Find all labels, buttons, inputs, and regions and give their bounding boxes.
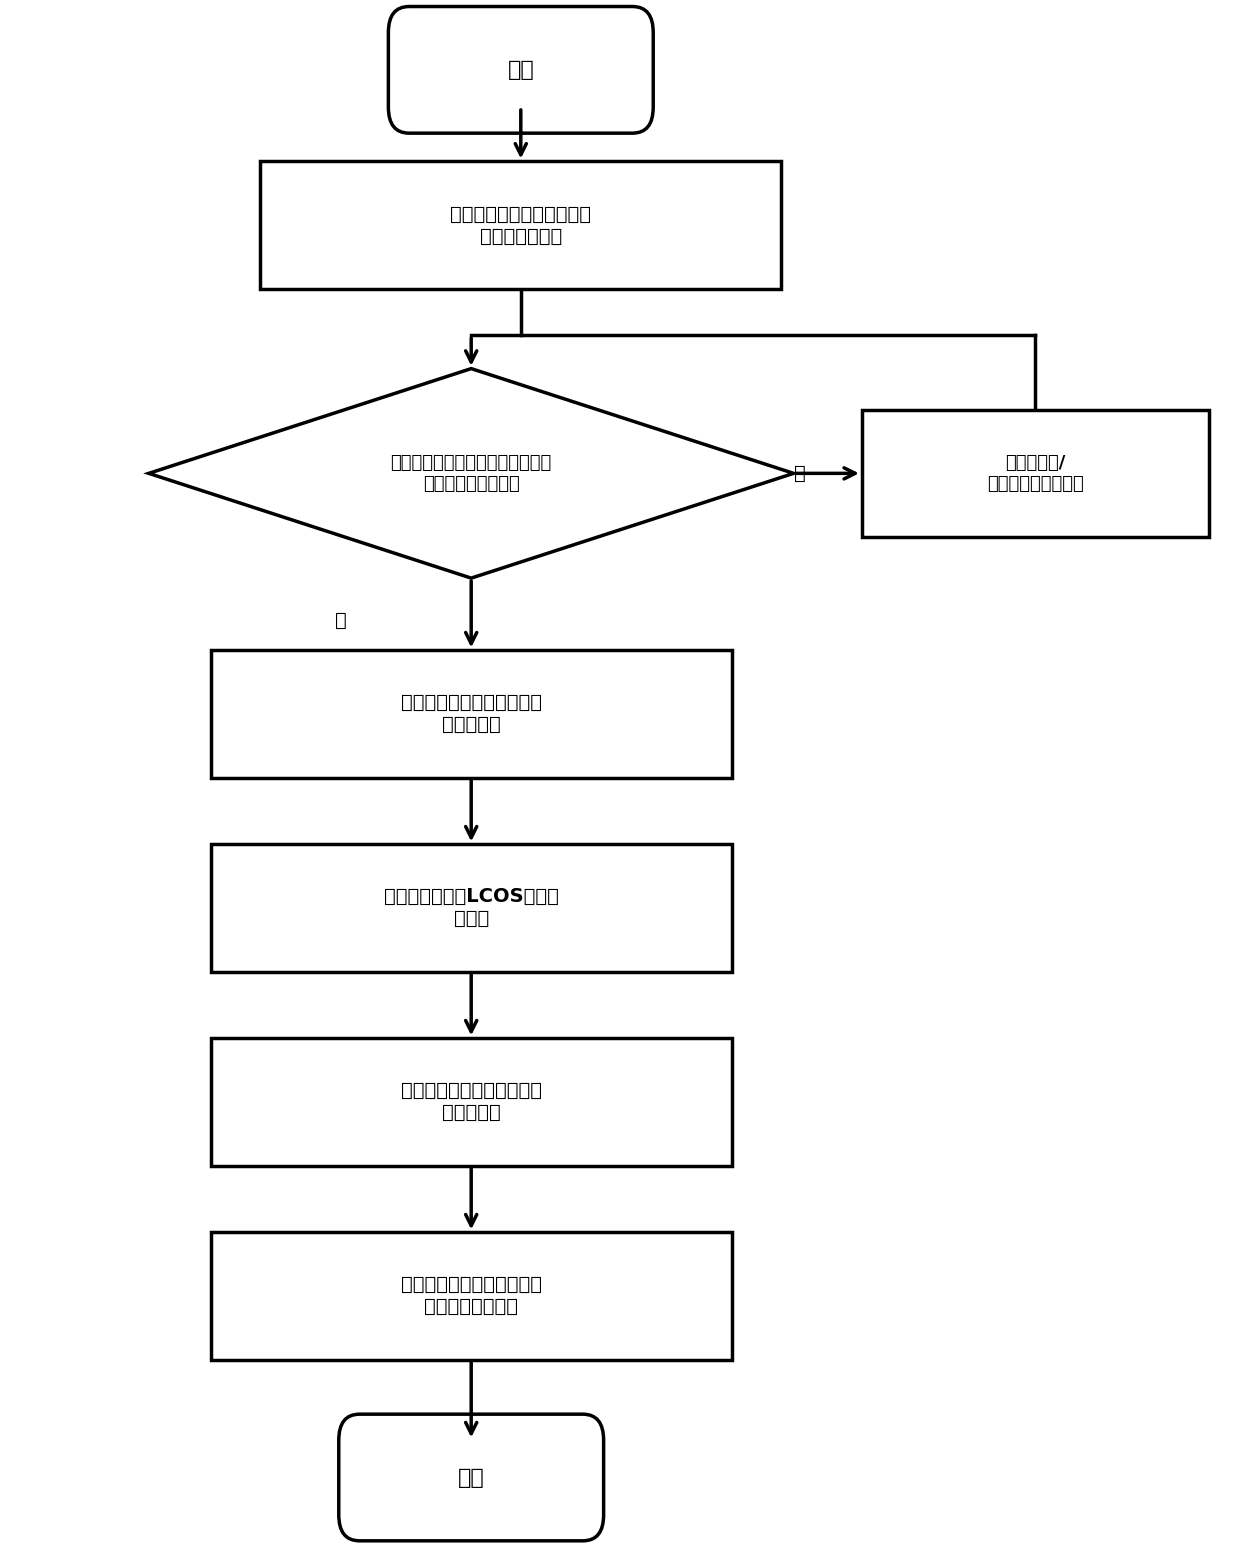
Text: 是: 是 <box>794 464 806 483</box>
Text: 探测光强信号，并输入计算
机记录处理: 探测光强信号，并输入计算 机记录处理 <box>401 694 542 734</box>
Text: 将该波长加/
减分辨精度重新输入: 将该波长加/ 减分辨精度重新输入 <box>987 453 1084 494</box>
Bar <box>211 1232 732 1360</box>
Text: 否: 否 <box>335 611 347 630</box>
Text: 用计算机算出最值点所对应
灰度值，并求差值: 用计算机算出最值点所对应 灰度值，并求差值 <box>401 1276 542 1316</box>
FancyBboxPatch shape <box>339 1414 604 1541</box>
Text: 系统复位，供电，输入相位
扫描程序并运行: 系统复位，供电，输入相位 扫描程序并运行 <box>450 205 591 245</box>
Bar <box>211 1038 732 1166</box>
Bar <box>260 161 781 289</box>
Text: 开始: 开始 <box>507 61 534 79</box>
Text: 绘制探测光强随LCOS相位变
化曲线: 绘制探测光强随LCOS相位变 化曲线 <box>383 888 559 928</box>
Bar <box>862 410 1209 537</box>
FancyBboxPatch shape <box>388 6 653 133</box>
Bar <box>211 844 732 972</box>
Polygon shape <box>149 369 794 579</box>
Text: 在硅基液晶工作范围内输入波长，
判断波长是否输入过: 在硅基液晶工作范围内输入波长， 判断波长是否输入过 <box>391 453 552 494</box>
Bar <box>211 650 732 778</box>
Text: 根据拟合曲线找出光强最大
与最小值点: 根据拟合曲线找出光强最大 与最小值点 <box>401 1082 542 1122</box>
Text: 结束: 结束 <box>458 1468 485 1487</box>
